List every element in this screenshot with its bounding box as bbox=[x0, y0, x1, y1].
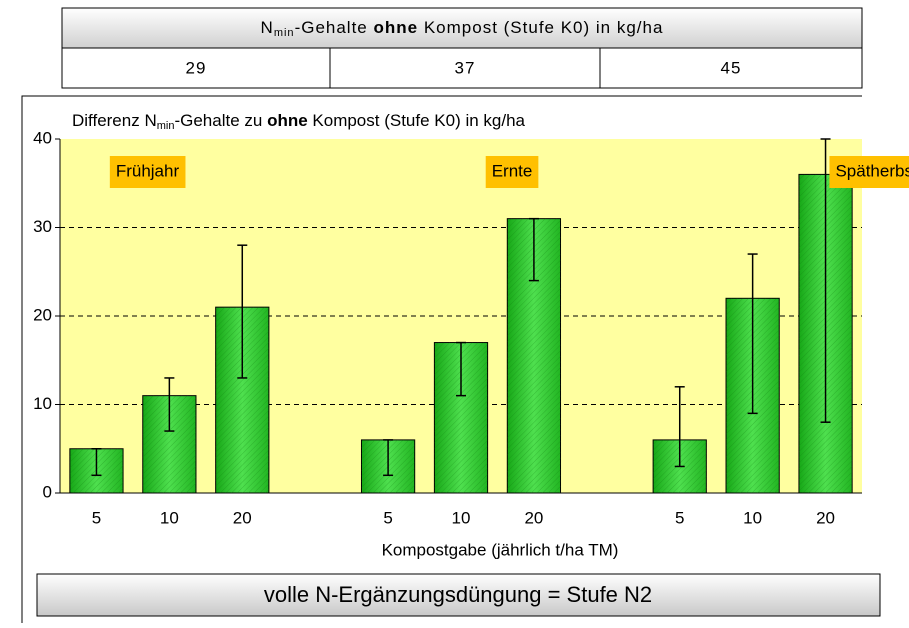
x-axis-label: Kompostgabe (jährlich t/ha TM) bbox=[382, 540, 619, 559]
x-tick-label: 5 bbox=[383, 508, 392, 527]
footer-text: volle N-Ergänzungsdüngung = Stufe N2 bbox=[264, 582, 652, 607]
group-label-box bbox=[829, 156, 909, 188]
table-cell: 29 bbox=[186, 58, 207, 77]
x-tick-label: 20 bbox=[816, 508, 835, 527]
group-label-box bbox=[485, 156, 539, 188]
table-cell: 45 bbox=[721, 58, 742, 77]
chart-frame bbox=[21, 95, 862, 623]
x-tick-label: 5 bbox=[92, 508, 101, 527]
x-tick-label: 10 bbox=[160, 508, 179, 527]
table-cell: 37 bbox=[455, 58, 476, 77]
table-header: Nmin-Gehalte ohne Kompost (Stufe K0) in … bbox=[261, 18, 664, 38]
x-tick-label: 20 bbox=[524, 508, 543, 527]
y-tick-label: 40 bbox=[33, 128, 52, 147]
x-tick-label: 10 bbox=[743, 508, 762, 527]
group-label: Frühjahr bbox=[116, 161, 180, 180]
table-header-cell bbox=[61, 7, 863, 49]
y-tick-label: 10 bbox=[33, 394, 52, 413]
group-label: Ernte bbox=[492, 161, 533, 180]
group-label: Spätherbst bbox=[835, 161, 909, 180]
x-tick-label: 20 bbox=[233, 508, 252, 527]
x-tick-label: 5 bbox=[675, 508, 684, 527]
y-tick-label: 0 bbox=[43, 482, 52, 501]
chart-title: Differenz Nmin-Gehalte zu ohne Kompost (… bbox=[72, 111, 526, 131]
y-tick-label: 30 bbox=[33, 217, 52, 236]
group-label-box bbox=[109, 156, 186, 188]
x-tick-label: 10 bbox=[452, 508, 471, 527]
y-tick-label: 20 bbox=[33, 305, 52, 324]
table-row bbox=[61, 47, 863, 89]
footer-box bbox=[36, 573, 881, 617]
